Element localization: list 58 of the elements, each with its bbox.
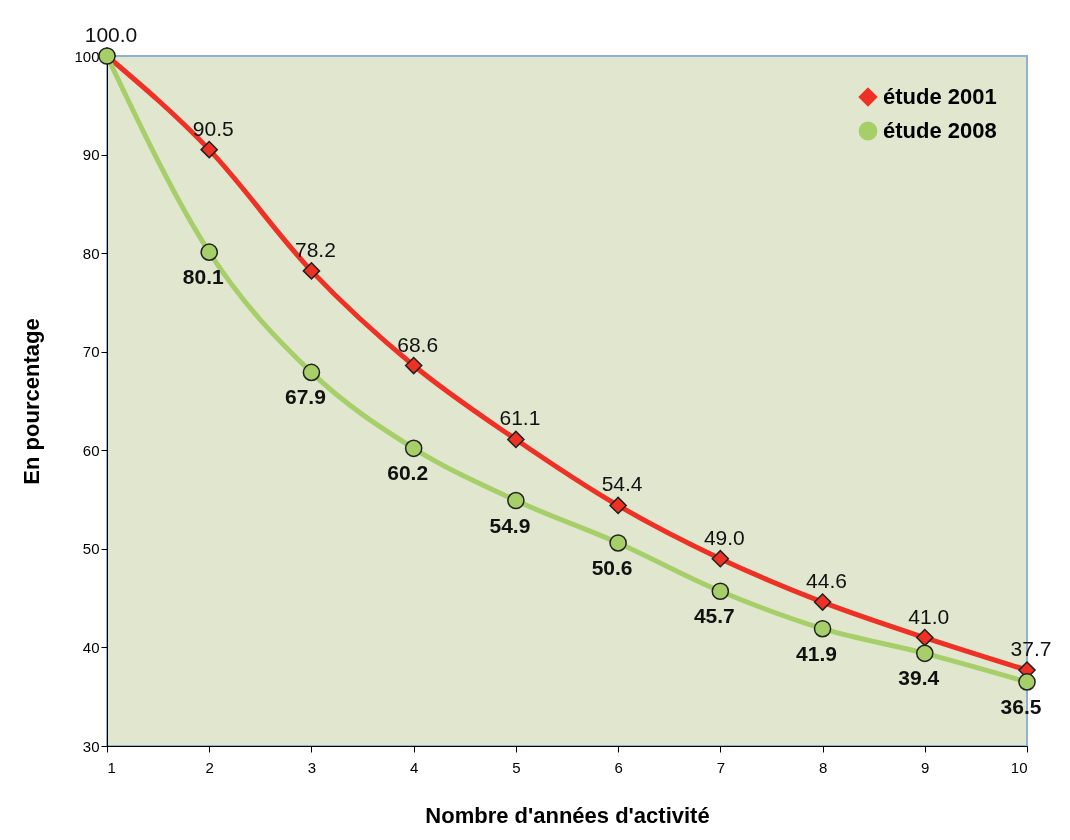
point [609, 534, 627, 552]
y-axis-title: En pourcentage [19, 318, 45, 485]
point [507, 491, 525, 510]
point [404, 356, 423, 375]
point [1018, 673, 1036, 691]
data-label: 45.7 [693, 604, 735, 628]
data-label: 49.0 [703, 525, 745, 549]
point [915, 628, 934, 647]
x-tick-label: 5 [512, 758, 521, 776]
x-tick-label: 6 [614, 758, 623, 776]
y-tick-label: 30 [82, 737, 100, 755]
point [711, 582, 730, 601]
x-tick-label: 1 [107, 758, 116, 776]
x-tick-label: 4 [409, 758, 419, 776]
data-label: 41.9 [796, 641, 837, 665]
y-tick-label: 50 [82, 540, 100, 558]
point [200, 243, 219, 261]
point [609, 496, 627, 515]
data-label: 39.4 [898, 666, 940, 690]
data-label: 44.6 [806, 569, 847, 593]
data-label: 60.2 [387, 461, 429, 485]
data-label: 100.0 [84, 23, 138, 46]
point [711, 549, 730, 568]
data-label: 67.9 [285, 385, 326, 409]
x-tick-label: 8 [818, 758, 828, 776]
data-label: 68.6 [397, 332, 439, 356]
data-label: 37.7 [1010, 637, 1052, 661]
data-label: 78.2 [295, 237, 336, 261]
data-label: 36.5 [1000, 694, 1042, 718]
data-label: 80.1 [182, 265, 224, 289]
x-tick-label: 2 [205, 758, 214, 776]
point [915, 644, 934, 663]
data-label: 54.9 [489, 513, 531, 537]
data-label: 41.0 [908, 604, 950, 628]
y-tick-label: 70 [82, 343, 100, 361]
data-label: 54.4 [601, 472, 643, 496]
legend-label: étude 2008 [883, 118, 997, 143]
legend-label: étude 2001 [883, 84, 997, 109]
data-label: 90.5 [192, 116, 234, 140]
point [302, 262, 321, 280]
point [200, 140, 219, 159]
x-tick-label: 3 [307, 758, 317, 776]
x-tick-label: 7 [716, 758, 726, 776]
x-tick-label: 9 [921, 758, 930, 776]
x-tick-label: 10 [1010, 758, 1028, 776]
y-tick-label: 80 [82, 244, 100, 262]
y-tick-label: 100 [74, 47, 100, 65]
y-tick-label: 40 [82, 638, 100, 656]
point [813, 593, 832, 611]
x-axis-title: Nombre d'années d'activité [425, 802, 710, 828]
data-label: 61.1 [499, 406, 541, 430]
point [404, 439, 423, 458]
point [302, 363, 321, 382]
point [507, 430, 525, 449]
point [813, 619, 832, 638]
data-label: 50.6 [591, 555, 633, 579]
y-tick-label: 60 [82, 441, 100, 459]
y-tick-label: 90 [82, 146, 100, 164]
